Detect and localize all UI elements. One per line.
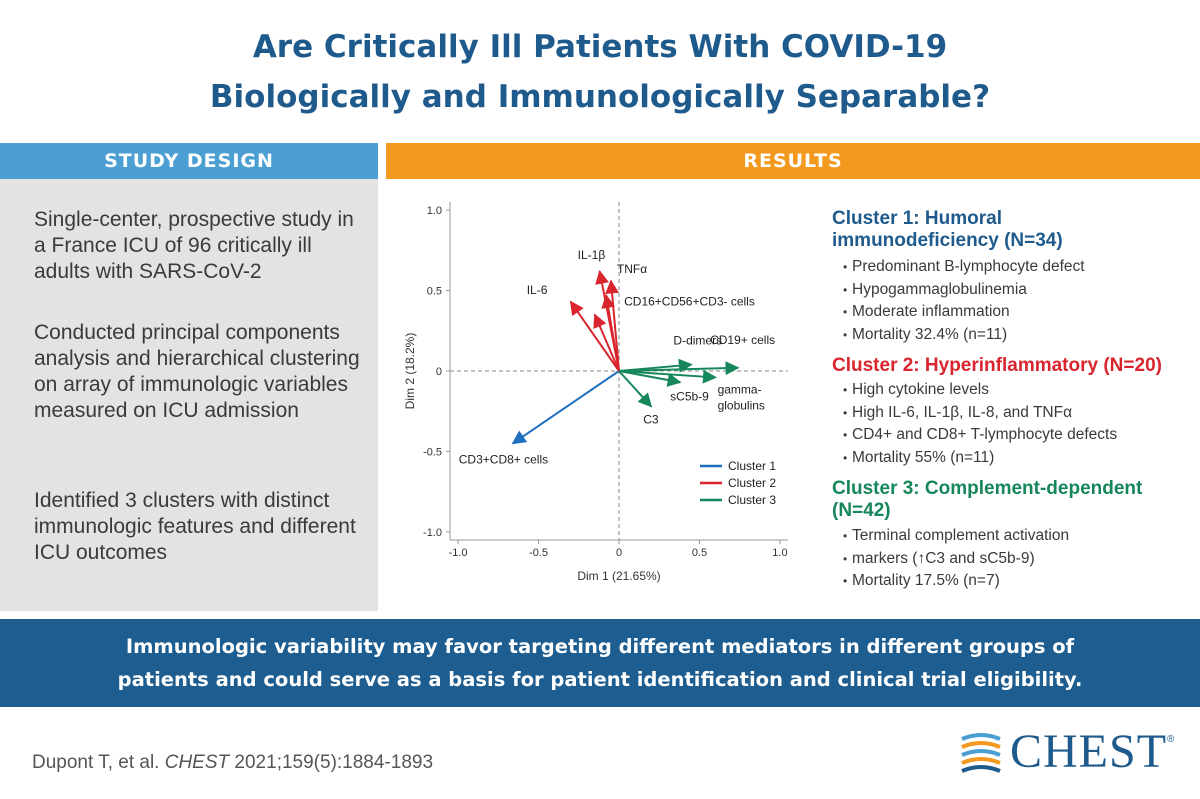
title-line-1: Are Critically Ill Patients With COVID-1… (252, 29, 948, 65)
vector-label: CD19+ cells (710, 333, 775, 347)
page-title: Are Critically Ill Patients With COVID-1… (0, 22, 1200, 122)
vector-arrow (593, 313, 620, 372)
study-design-header: STUDY DESIGN (0, 143, 378, 179)
y-tick-label: 1.0 (427, 205, 442, 217)
list-item: Mortality 55% (n=11) (843, 447, 1117, 470)
registered-mark: ® (1167, 734, 1175, 745)
vector-label: TNFα (617, 262, 647, 276)
x-tick-label: -1.0 (449, 547, 468, 559)
x-axis-label: Dim 1 (21.65%) (577, 569, 660, 583)
design-paragraph-3: Identified 3 clusters with distinct immu… (34, 489, 356, 564)
cluster-1-title-line-2: immunodeficiency (N=34) (832, 230, 1063, 251)
cluster-3-title-line-2: (N=42) (832, 500, 891, 521)
cluster-3-title-line-1: Cluster 3: Complement-dependent (832, 478, 1143, 499)
vector-label: IL-6 (527, 283, 548, 297)
cluster-2-title: Cluster 2: Hyperinflammatory (N=20) (832, 355, 1162, 376)
chart-legend: Cluster 1 Cluster 2 Cluster 3 (700, 459, 776, 507)
x-tick-label: 0 (616, 547, 622, 559)
chest-logo: CHEST ® (958, 728, 1174, 776)
citation-authors: Dupont T, et al. (32, 752, 160, 773)
vector-label: CD3+CD8+ cells (459, 452, 548, 466)
list-item: Mortality 32.4% (n=11) (843, 324, 1085, 347)
vector-label: D-dimers (673, 334, 722, 348)
vector-arrow (618, 370, 682, 387)
legend-label: Cluster 1 (728, 459, 776, 473)
vector-label: C3 (643, 412, 659, 426)
list-item: Hypogammaglobulinemia (843, 279, 1085, 302)
design-paragraph-1: Single-center, prospective study in a Fr… (34, 208, 354, 283)
title-line-2: Biologically and Immunologically Separab… (209, 79, 991, 115)
vector-arrow (618, 369, 717, 384)
vector-arrow (618, 361, 740, 376)
list-item: High cytokine levels (843, 379, 1117, 402)
y-axis-label: Dim 2 (18.2%) (403, 333, 417, 410)
cluster-1-title: Cluster 1: Humoral immunodeficiency (N=3… (832, 208, 1063, 252)
vector-arrow (569, 300, 620, 372)
legend-label: Cluster 2 (728, 476, 776, 490)
y-tick-label: -0.5 (423, 446, 442, 458)
chest-logo-mark-icon (961, 733, 1001, 773)
y-tick-label: 0.5 (427, 286, 442, 298)
y-tick-label: 0 (436, 366, 442, 378)
y-tick-label: -1.0 (423, 527, 442, 539)
cluster-3-bullets: Terminal complement activation markers (… (843, 525, 1069, 593)
x-tick-label: 0.5 (692, 547, 707, 559)
vector-label: IL-1β (578, 248, 606, 262)
vector-label: globulins (718, 398, 765, 412)
banner-line-1: Immunologic variability may favor target… (125, 635, 1075, 658)
vector-label: CD16+CD56+CD3- cells (624, 294, 755, 308)
vector-label: sC5b-9 (670, 389, 709, 403)
cluster-1-bullets: Predominant B-lymphocyte defect Hypogamm… (843, 256, 1085, 347)
vector-arrow (601, 293, 620, 372)
list-item: Moderate inflammation (843, 301, 1085, 324)
list-item: High IL-6, IL-1β, IL-8, and TNFα (843, 402, 1117, 425)
cluster-1-title-line-1: Cluster 1: Humoral (832, 208, 1002, 229)
chest-logo-text: CHEST (1010, 725, 1168, 778)
list-item: Predominant B-lymphocyte defect (843, 256, 1085, 279)
bullet-continuation-text: markers (↑C3 and sC5b-9) (852, 549, 1035, 567)
legend-label: Cluster 3 (728, 493, 776, 507)
banner-line-2: patients and could serve as a basis for … (117, 668, 1083, 691)
citation: Dupont T, et al. CHEST 2021;159(5):1884-… (32, 752, 433, 774)
x-tick-label: -0.5 (529, 547, 548, 559)
citation-journal: CHEST (164, 752, 230, 773)
pca-chart: -1.0 -0.5 0 0.5 1.0 1.0 0.5 0 -0.5 -1.0 CD3+CD8+ … (403, 202, 788, 583)
vector-arrow (618, 370, 653, 408)
list-item: CD4+ and CD8+ T-lymphocyte defects (843, 424, 1117, 447)
citation-ref: 2021;159(5):1884-1893 (234, 752, 434, 773)
cluster-3-title: Cluster 3: Complement-dependent (N=42) (832, 478, 1142, 522)
vector-label: gamma- (718, 382, 762, 396)
list-item: Mortality 17.5% (n=7) (843, 570, 1069, 593)
list-item-continued: markers (↑C3 and sC5b-9) (843, 548, 1069, 571)
study-design-panel (0, 143, 378, 611)
vector-arrow (511, 370, 620, 445)
cluster-2-bullets: High cytokine levels High IL-6, IL-1β, I… (843, 379, 1117, 470)
x-tick-label: 1.0 (772, 547, 787, 559)
conclusion-banner: Immunologic variability may favor target… (0, 619, 1200, 707)
design-paragraph-2: Conducted principal components analysis … (34, 321, 360, 422)
list-item: Terminal complement activation (843, 525, 1069, 548)
results-header: RESULTS (386, 143, 1200, 179)
